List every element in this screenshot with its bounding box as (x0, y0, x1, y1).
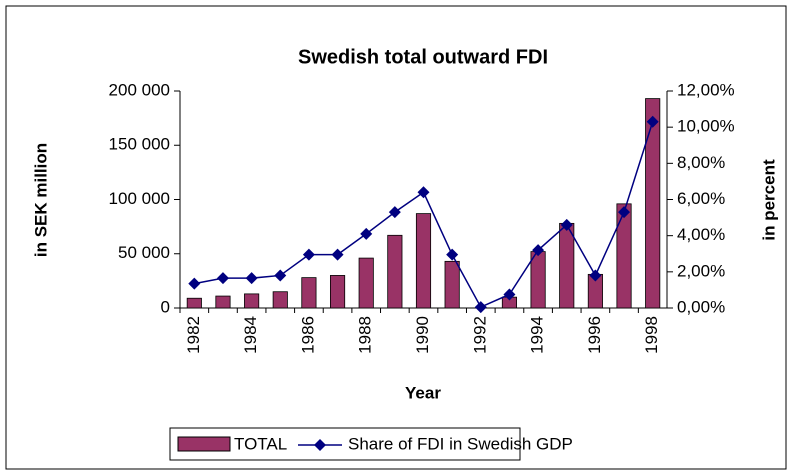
marker (560, 218, 573, 231)
bar (301, 277, 317, 309)
marker (589, 269, 602, 282)
x-tick-label: 1990 (413, 316, 432, 354)
bar (244, 293, 260, 309)
y-axis-label: in SEK million (31, 143, 50, 257)
marker (274, 269, 287, 282)
marker (388, 206, 401, 219)
bar (329, 275, 346, 309)
x-tick-label: 1992 (470, 316, 489, 354)
x-tick-label: 1986 (298, 316, 317, 354)
y2-axis-label: in percent (759, 159, 778, 241)
marker (360, 227, 373, 240)
marker (331, 248, 344, 261)
legend-marker (314, 439, 326, 451)
marker (188, 277, 201, 290)
bar (358, 257, 374, 309)
bar (616, 203, 632, 309)
marker (646, 115, 659, 128)
bar (559, 222, 575, 309)
marker (216, 272, 229, 285)
y-tick-label: 100 000 (109, 189, 170, 208)
marker (446, 248, 459, 261)
y-tick-label: 150 000 (109, 135, 170, 154)
marker (503, 288, 516, 301)
x-tick-label: 1998 (642, 316, 661, 354)
bar (415, 213, 432, 309)
chart-title: Swedish total outward FDI (298, 46, 548, 68)
marker (302, 248, 315, 261)
y-tick-label: 200 000 (109, 80, 170, 99)
x-tick-label: 1982 (184, 316, 203, 354)
legend-swatch (177, 436, 231, 452)
legend-label: Share of FDI in Swedish GDP (348, 434, 573, 453)
bar (215, 295, 231, 309)
y2-tick-label: 0,00% (677, 297, 725, 316)
x-tick-label: 1988 (356, 316, 375, 354)
y2-tick-label: 6,00% (677, 189, 725, 208)
marker (618, 206, 631, 219)
marker (474, 301, 487, 314)
legend-label: TOTAL (234, 434, 287, 453)
y-tick-label: 0 (161, 297, 170, 316)
bar (387, 234, 403, 309)
x-axis-label: Year (405, 383, 441, 402)
bar (186, 297, 202, 309)
marker (532, 244, 545, 257)
marker (417, 186, 430, 199)
x-tick-label: 1994 (528, 316, 547, 354)
y2-tick-label: 2,00% (677, 261, 725, 280)
y2-tick-label: 4,00% (677, 225, 725, 244)
bar (444, 260, 460, 309)
y2-tick-label: 8,00% (677, 153, 725, 172)
bar (530, 251, 546, 309)
marker (245, 272, 258, 285)
bar (645, 98, 661, 309)
y2-tick-label: 10,00% (677, 117, 735, 136)
bar (272, 291, 288, 309)
x-tick-label: 1996 (585, 316, 604, 354)
y2-tick-label: 12,00% (677, 80, 735, 99)
x-tick-label: 1984 (241, 316, 260, 354)
y-tick-label: 50 000 (118, 243, 170, 262)
